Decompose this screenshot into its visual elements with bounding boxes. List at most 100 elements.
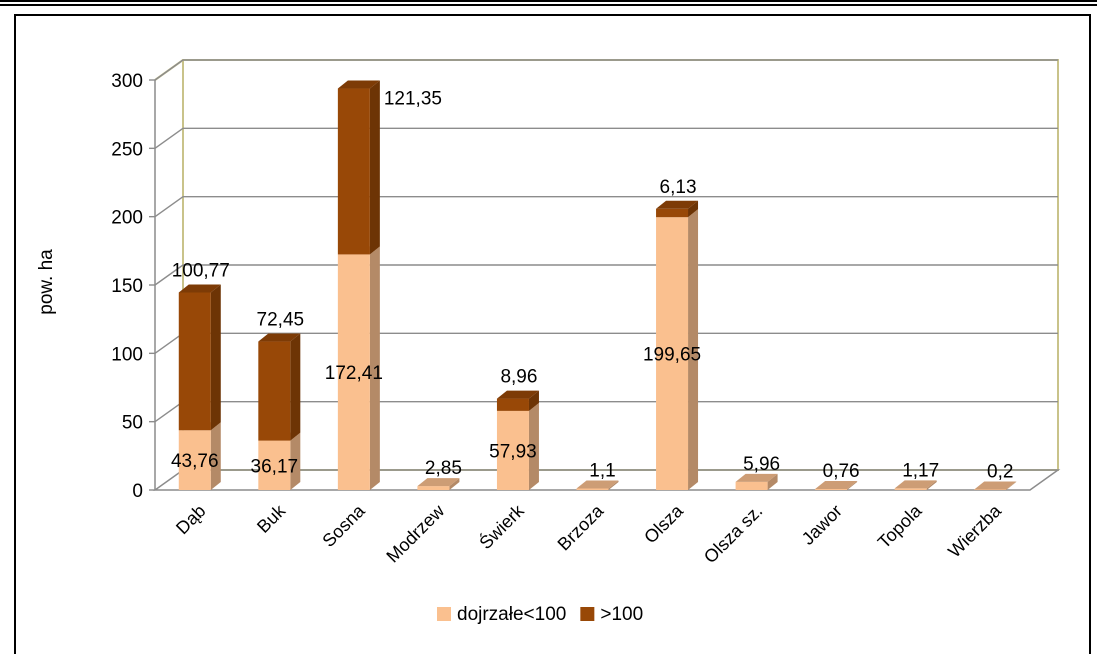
bar-segment-dojrzale-front	[258, 440, 291, 490]
y-tick-label: 50	[122, 413, 143, 434]
bar-segment-ponad100-top	[178, 284, 221, 293]
bar-segment-dojrzale-side	[767, 473, 778, 490]
gridline-side	[154, 332, 184, 354]
bar-segment-dojrzale-side	[1006, 481, 1017, 490]
y-axis: 0 50 100 150 200 250 300	[111, 71, 156, 502]
legend-swatch	[580, 607, 595, 621]
bar-segment-ponad100-top	[258, 333, 301, 342]
bar-segment-dojrzale	[815, 480, 858, 490]
x-tick-label: Olsza sz.	[700, 501, 766, 567]
gridline-side	[154, 59, 184, 81]
bar-segment-ponad100	[337, 80, 380, 255]
y-tick-label: 300	[111, 71, 143, 92]
bar-segment-dojrzale-top	[815, 480, 858, 489]
bar-segment-ponad100-side	[688, 200, 699, 218]
bar-segment-dojrzale	[656, 209, 699, 490]
bar-segment-dojrzale-top	[576, 480, 619, 489]
bar-segment-dojrzale-side	[369, 246, 380, 490]
y-tick-label: 0	[132, 481, 143, 502]
bar-segment-dojrzale-side	[449, 478, 460, 490]
gridline-side	[154, 264, 184, 286]
bar-segment-dojrzale-top	[974, 481, 1017, 490]
bar-segment-dojrzale-side	[528, 402, 539, 490]
gridline-side	[154, 401, 184, 423]
data-label-dojrzale: 36,17	[251, 456, 299, 477]
legend-swatch	[437, 607, 451, 621]
data-label-dojrzale: 2,85	[425, 458, 462, 479]
bar-segment-dojrzale-top	[735, 473, 778, 482]
data-label-dojrzale: 0,2	[987, 462, 1013, 483]
bar-segment-ponad100-side	[369, 80, 380, 255]
bar-segment-dojrzale-top	[417, 478, 460, 487]
bar-segment-dojrzale-front	[178, 430, 211, 490]
bar-segment-dojrzale-side	[847, 480, 858, 490]
x-tick-label: Modrzew	[382, 500, 448, 566]
bar-segment-dojrzale-front	[656, 217, 689, 490]
data-label-dojrzale: 172,41	[325, 363, 383, 384]
bar-segment-ponad100-top	[656, 200, 699, 209]
x-tick-label: Jawor	[798, 501, 846, 549]
gridline-side	[154, 196, 184, 218]
x-tick-label: Topola	[874, 500, 926, 552]
bar-segment-ponad100-side	[290, 333, 301, 441]
legend-label: >100	[600, 604, 643, 625]
bar-segment-dojrzale-front	[974, 489, 1007, 490]
bar-segment-ponad100-top	[337, 80, 380, 89]
data-label-dojrzale: 43,76	[171, 451, 219, 472]
data-label-ponad100: 6,13	[660, 177, 697, 198]
x-tick-label: Dąb	[172, 501, 209, 538]
y-tick-label: 250	[111, 139, 143, 160]
bar-segment-dojrzale-front	[337, 254, 370, 490]
bar-segment-ponad100-front	[337, 88, 370, 255]
data-label-dojrzale: 1,1	[589, 460, 615, 481]
bar-segment-dojrzale	[576, 480, 619, 490]
bar-segment-ponad100-top	[496, 390, 539, 399]
bar-segment-dojrzale-front	[496, 410, 529, 490]
bar-segment-dojrzale	[894, 480, 937, 490]
data-label-ponad100: 8,96	[500, 367, 537, 388]
bar-segment-dojrzale	[735, 473, 778, 490]
bar-segment-ponad100	[656, 200, 699, 218]
data-label-dojrzale: 199,65	[643, 345, 701, 366]
x-tick-label: Świerk	[475, 499, 529, 553]
bars	[178, 80, 1017, 490]
bar-segment-dojrzale-side	[926, 480, 937, 490]
frame-right-border	[1089, 14, 1091, 654]
bar-segment-dojrzale-front	[576, 488, 609, 490]
x-axis: Dąb Buk Sosna Modrzew Świerk Brzoza Olsza Olsza…	[172, 499, 1006, 567]
bar-segment-dojrzale-front	[815, 488, 848, 490]
bar-segment-dojrzale-side	[290, 432, 301, 490]
frame-top-border	[0, 0, 1097, 6]
bar-segment-ponad100-side	[210, 284, 221, 431]
bar-segment-ponad100-front	[258, 341, 291, 441]
bar-segment-dojrzale-side	[210, 422, 221, 490]
x-tick-label: Brzoza	[554, 500, 608, 554]
bar-segment-ponad100	[178, 284, 221, 431]
data-label-ponad100: 72,45	[257, 310, 305, 331]
gridlines	[154, 59, 1058, 423]
bar-segment-ponad100-front	[178, 292, 211, 431]
data-label-dojrzale: 0,76	[823, 461, 860, 482]
bar-segment-ponad100	[496, 390, 539, 411]
bar-segment-ponad100-front	[496, 398, 529, 411]
data-label-dojrzale: 57,93	[489, 441, 537, 462]
bar-segment-dojrzale-front	[894, 488, 927, 490]
bar-segment-dojrzale-top	[894, 480, 937, 489]
x-tick-label: Olsza	[640, 500, 687, 547]
frame-inner-top-border	[14, 14, 1091, 16]
bar-segment-dojrzale	[417, 478, 460, 490]
y-tick-label: 150	[111, 276, 143, 297]
y-tick-label: 100	[111, 344, 143, 365]
bar-segment-ponad100-side	[528, 390, 539, 411]
bar-segment-ponad100-front	[656, 208, 689, 218]
legend: dojrzałe<100 >100	[437, 604, 643, 625]
legend-label: dojrzałe<100	[457, 604, 566, 625]
data-label-ponad100: 100,77	[172, 260, 230, 281]
data-label-dojrzale: 5,96	[743, 454, 780, 475]
data-label-ponad100: 121,35	[384, 89, 442, 110]
x-tick-label: Buk	[253, 500, 290, 537]
bar-segment-dojrzale-side	[688, 209, 699, 490]
bar-segment-dojrzale-side	[608, 480, 619, 490]
data-label-dojrzale: 1,17	[902, 460, 939, 481]
